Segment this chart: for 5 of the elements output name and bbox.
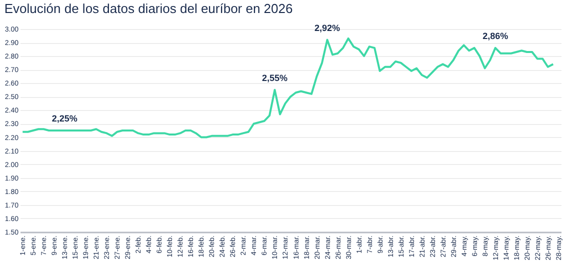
annotation: 2,86%: [482, 30, 508, 41]
annotation: 2,55%: [262, 72, 288, 83]
annotation: 2,25%: [52, 114, 78, 124]
annotation: 2,92%: [314, 22, 340, 33]
chart-title: Evolución de los datos diarios del euríbor en 2026: [4, 0, 293, 16]
